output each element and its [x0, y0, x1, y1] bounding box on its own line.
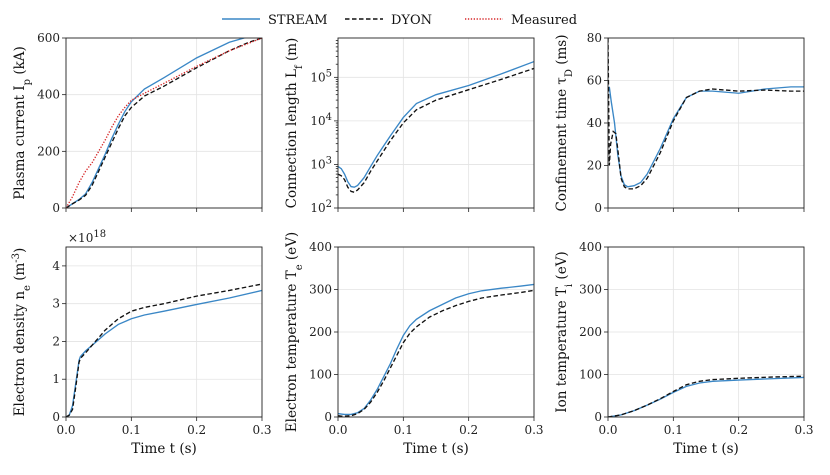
- legend-label-stream: STREAM: [268, 13, 328, 28]
- chart-ion-temperature: 0.0 0.1 0.2 0.3 0 100 200 300 400 Ion temperature…: [554, 240, 814, 457]
- y-tick-label: 0: [52, 410, 60, 424]
- y-axis-label: Plasma current Ip (kA): [12, 46, 33, 200]
- chart-electron-density: 0.0 0.1 0.2 0.3 0 1 2 3 4 ×1018 Electron density n…: [11, 229, 272, 458]
- y-tick-label: 200: [579, 325, 602, 339]
- series-line-stream: [338, 283, 534, 416]
- legend-label-measured: Measured: [511, 13, 577, 28]
- y-tick-label: 4: [52, 259, 60, 273]
- y-tick-label: 100: [309, 368, 332, 382]
- series-line-dyon: [608, 38, 804, 190]
- y-tick-label: 0: [324, 410, 332, 424]
- y-tick-label: 3: [52, 297, 60, 311]
- y-tick-label: 100: [579, 368, 602, 382]
- x-axis-label: Time t (s): [403, 441, 469, 457]
- x-axis-label: Time t (s): [131, 441, 197, 457]
- legend-label-dyon: DYON: [391, 13, 432, 28]
- y-tick-label: 40: [587, 116, 602, 130]
- y-tick-label: 20: [587, 159, 602, 173]
- y-axis-label: Confinement time τD (ms): [554, 35, 575, 212]
- series-line-dyon: [66, 283, 262, 417]
- series-line-stream: [66, 38, 262, 208]
- legend-item-measured: Measured: [465, 13, 577, 28]
- y-tick-label: 80: [587, 31, 602, 45]
- y-tick-label: 400: [37, 88, 60, 102]
- plot-frame: [65, 37, 263, 209]
- y-tick-label: 2: [52, 334, 60, 348]
- chart-connection-length: 102 103 104 105 Connection length Lf (m): [284, 37, 535, 216]
- y-tick-label: 1: [52, 372, 60, 386]
- x-tick-label: 0.0: [328, 423, 347, 437]
- plot-frame: [337, 37, 535, 209]
- y-tick-label: 104: [310, 111, 332, 128]
- y-tick-label: 400: [579, 240, 602, 254]
- y-multiplier-label: ×1018: [68, 229, 106, 246]
- x-tick-label: 0.2: [459, 423, 478, 437]
- series-line-dyon: [66, 38, 262, 208]
- x-tick-label: 0.2: [729, 423, 748, 437]
- x-axis-label: Time t (s): [673, 441, 739, 457]
- series-line-stream: [608, 86, 804, 188]
- y-tick-label: 0: [594, 201, 602, 215]
- y-tick-label: 105: [310, 68, 332, 85]
- series-line-stream: [338, 60, 534, 188]
- x-tick-label: 0.0: [598, 423, 617, 437]
- legend-item-dyon: DYON: [345, 13, 432, 28]
- x-tick-label: 0.1: [664, 423, 683, 437]
- chart-plasma-current: 0 200 400 600 Plasma current Ip (kA): [12, 31, 263, 215]
- chart-confinement-time: 0 20 40 60 80 Confinement time τD (ms): [554, 31, 805, 215]
- plot-frame: [65, 246, 263, 418]
- y-tick-label: 60: [587, 74, 602, 88]
- series-line-measured: [66, 38, 262, 208]
- series-line-dyon: [338, 67, 534, 193]
- y-tick-label: 600: [37, 31, 60, 45]
- y-tick-label: 300: [309, 283, 332, 297]
- y-tick-label: 103: [310, 155, 332, 172]
- legend-item-stream: STREAM: [222, 13, 328, 28]
- series-line-stream: [66, 289, 262, 417]
- x-tick-label: 0.0: [56, 423, 75, 437]
- y-axis-label: Ion temperature Ti (eV): [554, 251, 575, 412]
- y-tick-label: 0: [52, 201, 60, 215]
- y-tick-label: 300: [579, 283, 602, 297]
- chart-electron-temperature: 0.0 0.1 0.2 0.3 0 100 200 300 400 Electron temper…: [284, 232, 544, 457]
- y-tick-label: 200: [309, 325, 332, 339]
- y-axis-label: Electron temperature Te (eV): [284, 232, 305, 432]
- x-tick-label: 0.1: [394, 423, 413, 437]
- y-tick-label: 102: [310, 199, 332, 216]
- series-line-stream: [608, 376, 804, 417]
- y-axis-label: Electron density ne (m-3): [11, 248, 33, 417]
- x-tick-label: 0.1: [122, 423, 141, 437]
- legend: STREAM DYON Measured: [222, 13, 577, 28]
- x-tick-label: 0.3: [252, 423, 271, 437]
- y-axis-label: Connection length Lf (m): [284, 38, 305, 209]
- y-tick-label: 0: [594, 410, 602, 424]
- x-tick-label: 0.3: [524, 423, 543, 437]
- x-tick-label: 0.2: [187, 423, 206, 437]
- series-line-dyon: [608, 375, 804, 417]
- x-tick-label: 0.3: [794, 423, 813, 437]
- series-line-dyon: [338, 289, 534, 417]
- y-tick-label: 400: [309, 240, 332, 254]
- y-tick-label: 200: [37, 144, 60, 158]
